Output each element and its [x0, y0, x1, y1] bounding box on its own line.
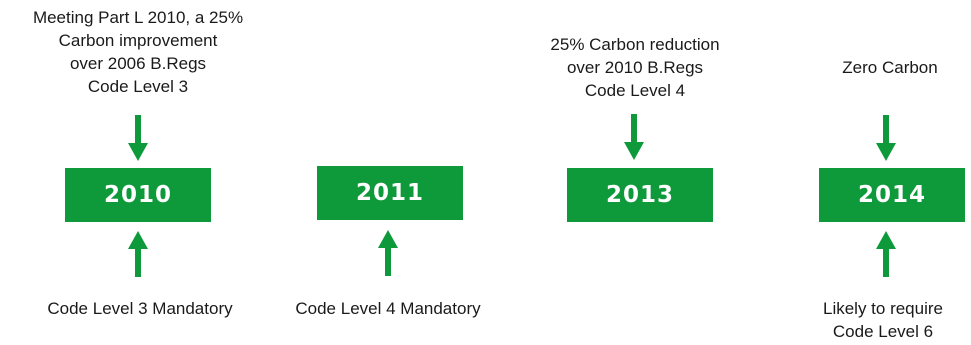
- arrow-down-icon: [128, 115, 148, 161]
- milestone-2010-box: 2010: [65, 168, 211, 222]
- milestone-2010-top-text: Meeting Part L 2010, a 25% Carbon improv…: [32, 8, 244, 96]
- milestone-2011-bottom-text: Code Level 4 Mandatory: [295, 299, 481, 318]
- arrow-down-icon: [876, 115, 896, 161]
- milestone-2010-bottom-text: Code Level 3 Mandatory: [47, 299, 233, 318]
- milestone-2014-bottom-text: Likely to require Code Level 6: [822, 299, 943, 341]
- arrow-up-icon: [876, 231, 896, 277]
- arrow-up-icon: [128, 231, 148, 277]
- arrow-down-icon: [624, 114, 644, 160]
- milestone-2014-top-text: Zero Carbon: [842, 58, 938, 77]
- milestone-2014-box: 2014: [819, 168, 965, 222]
- milestone-2013-top-text: 25% Carbon reduction over 2010 B.Regs Co…: [550, 35, 720, 100]
- milestone-2011-box: 2011: [317, 166, 463, 220]
- milestone-2013-box: 2013: [567, 168, 713, 222]
- arrow-up-icon: [378, 230, 398, 276]
